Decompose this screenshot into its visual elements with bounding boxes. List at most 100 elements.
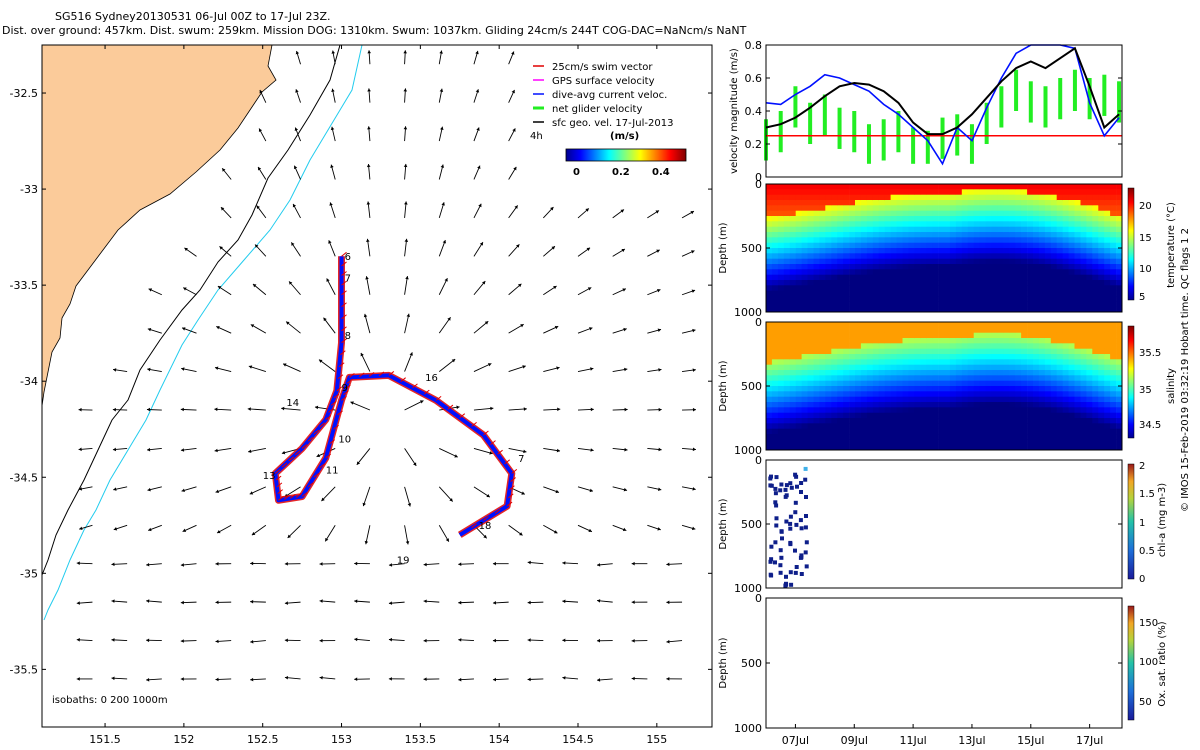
salinity-cell — [1092, 434, 1098, 440]
salinity-cell — [819, 423, 825, 429]
temperature-cell — [1009, 296, 1015, 302]
salinity-cell — [1057, 322, 1063, 328]
salinity-cell — [831, 354, 837, 360]
salinity-cell — [1045, 359, 1051, 365]
salinity-cell — [879, 322, 885, 328]
temperature-cell — [950, 221, 956, 227]
salinity-cell — [891, 343, 897, 349]
temperature-cell — [891, 259, 897, 265]
temperature-cell — [1086, 211, 1092, 217]
temperature-cell — [1033, 189, 1039, 195]
temperature-cell — [1063, 264, 1069, 270]
temperature-cell — [932, 280, 938, 286]
salinity-cell — [796, 359, 802, 365]
temperature-cell — [772, 253, 778, 259]
salinity-cell — [1092, 343, 1098, 349]
salinity-cell — [831, 338, 837, 344]
salinity-cell — [861, 418, 867, 424]
temperature-cell — [772, 269, 778, 275]
salinity-cell — [772, 327, 778, 333]
salinity-cell — [914, 439, 920, 445]
temperature-cell — [867, 227, 873, 233]
temperature-cell — [903, 216, 909, 222]
salinity-cell — [796, 391, 802, 397]
temperature-cell — [784, 280, 790, 286]
salinity-cell — [1009, 365, 1015, 371]
oxy-cbar-tick-100: 100 — [1139, 657, 1158, 668]
temperature-cell — [1033, 275, 1039, 281]
salinity-cell — [1098, 338, 1104, 344]
temperature-cell — [861, 200, 867, 206]
temperature-cell — [1116, 296, 1122, 302]
salinity-cell — [1057, 434, 1063, 440]
temperature-cell — [1104, 248, 1110, 254]
temperature-cell — [920, 253, 926, 259]
temperature-cell — [814, 264, 820, 270]
salinity-cell — [1092, 397, 1098, 403]
temperature-cell — [968, 232, 974, 238]
salinity-cell — [1116, 322, 1122, 328]
salinity-cell — [1027, 386, 1033, 392]
temperature-cell — [855, 227, 861, 233]
temperature-cell — [938, 243, 944, 249]
temperature-cell — [1092, 195, 1098, 201]
salinity-cell — [1075, 338, 1081, 344]
salinity-cell — [1069, 349, 1075, 355]
temperature-cell — [962, 221, 968, 227]
temperature-cell — [796, 280, 802, 286]
temperature-cell — [1051, 237, 1057, 243]
temperature-cell — [986, 232, 992, 238]
salinity-cell — [1039, 439, 1045, 445]
salinity-cell — [950, 429, 956, 435]
salinity-cell — [1021, 439, 1027, 445]
salinity-cell — [1039, 365, 1045, 371]
temperature-cell — [944, 189, 950, 195]
temperature-cell — [997, 243, 1003, 249]
temperature-cell — [1009, 205, 1015, 211]
salinity-cell — [980, 322, 986, 328]
temperature-cell — [968, 296, 974, 302]
salinity-cell — [1009, 354, 1015, 360]
temperature-cell — [766, 301, 772, 307]
salinity-cell — [1063, 397, 1069, 403]
salinity-cell — [1116, 386, 1122, 392]
salinity-cell — [1069, 391, 1075, 397]
temperature-cell — [802, 269, 808, 275]
salinity-cell — [867, 407, 873, 413]
temperature-cell — [1039, 200, 1045, 206]
temperature-cell — [1075, 216, 1081, 222]
salinity-cell — [772, 338, 778, 344]
temperature-cell — [992, 253, 998, 259]
temperature-cell — [772, 205, 778, 211]
temperature-cell — [855, 205, 861, 211]
salinity-cell — [932, 418, 938, 424]
salinity-cell — [867, 386, 873, 392]
temperature-cell — [986, 259, 992, 265]
salinity-cell — [1081, 349, 1087, 355]
temperature-cell — [992, 301, 998, 307]
temperature-cell — [1051, 248, 1057, 254]
salinity-cell — [1057, 381, 1063, 387]
salinity-cell — [784, 370, 790, 376]
temperature-cell — [885, 259, 891, 265]
map-xtick-label: 152.5 — [247, 733, 279, 746]
temperature-cell — [1015, 259, 1021, 265]
salinity-cell — [1069, 439, 1075, 445]
temperature-cell — [992, 189, 998, 195]
salinity-cell — [980, 439, 986, 445]
salinity-cell — [808, 407, 814, 413]
salinity-cell — [997, 413, 1003, 419]
temperature-cell — [1116, 189, 1122, 195]
temperature-cell — [1057, 243, 1063, 249]
temperature-cell — [1009, 200, 1015, 206]
salinity-cell — [1104, 349, 1110, 355]
salinity-cell — [1098, 333, 1104, 339]
temperature-cell — [879, 259, 885, 265]
chla-sample-point — [799, 481, 803, 485]
temperature-cell — [1027, 232, 1033, 238]
salinity-cell — [962, 386, 968, 392]
temperature-cell — [1021, 296, 1027, 302]
temperature-cell — [825, 291, 831, 297]
salinity-cell — [1057, 365, 1063, 371]
temperature-cell — [885, 243, 891, 249]
